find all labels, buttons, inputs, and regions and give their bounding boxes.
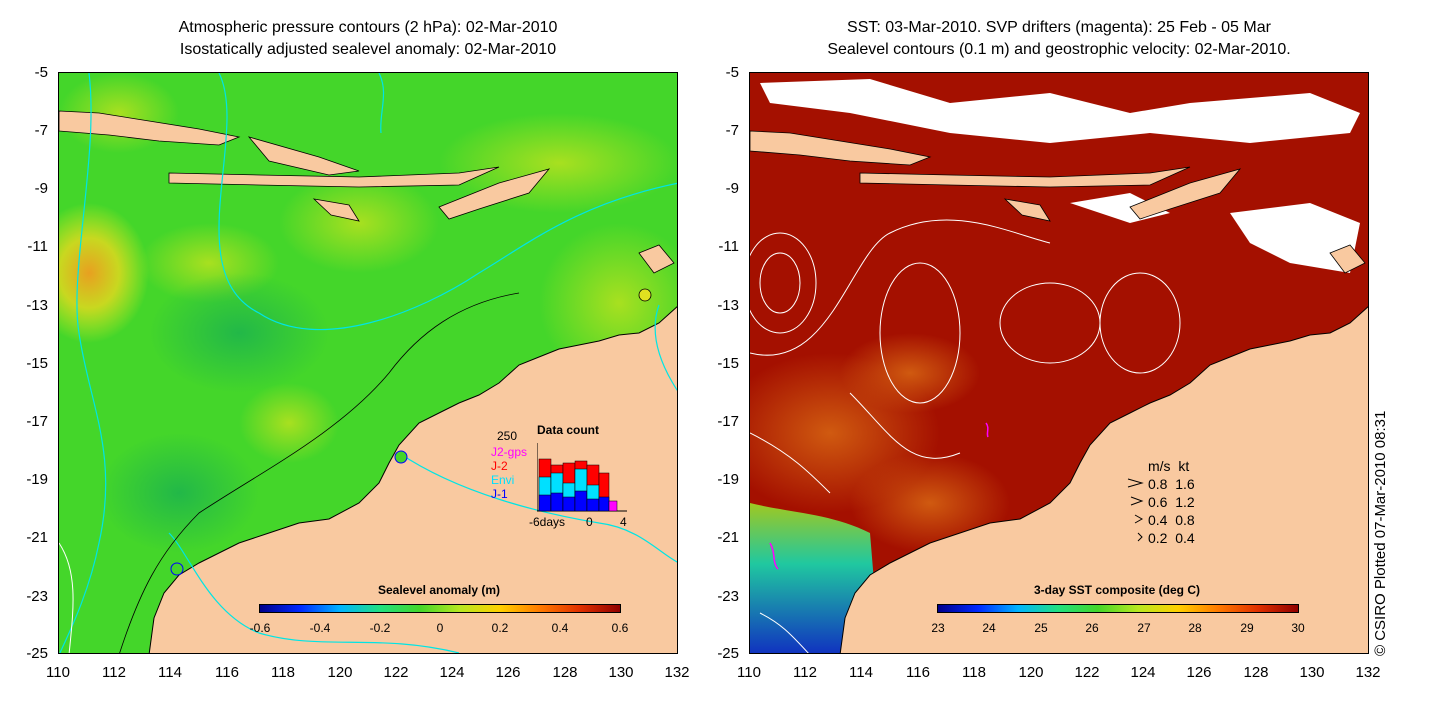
- y-tick-label: -25: [717, 645, 739, 662]
- legend-j2-gps: J2-gps: [491, 445, 528, 459]
- x-tick-label: 114: [849, 664, 873, 681]
- y-tick-label: -21: [26, 529, 48, 546]
- x-tick-label: 114: [158, 664, 182, 681]
- x-tick-label: 116: [906, 664, 930, 681]
- sealevel-colorbar-tick: 0.6: [611, 621, 629, 635]
- velocity-legend-row: 0.8 1.6: [1148, 476, 1195, 492]
- right-title-line2: Sealevel contours (0.1 m) and geostrophi…: [827, 41, 1291, 58]
- y-tick-label: -17: [717, 413, 739, 430]
- data-count-x-end: 4: [620, 515, 627, 529]
- y-tick-label: -19: [717, 471, 739, 488]
- left-title-line2: Isostatically adjusted sealevel anomaly:…: [179, 41, 557, 58]
- y-tick-label: -17: [26, 413, 48, 430]
- x-tick-label: 116: [215, 664, 239, 681]
- sst-colorbar-tick: 24: [982, 621, 996, 635]
- legend-j-1: J-1: [491, 487, 508, 501]
- velocity-legend-row: 0.2 0.4: [1148, 530, 1195, 546]
- left-title-line1: Atmospheric pressure contours (2 hPa): 0…: [178, 19, 558, 36]
- x-tick-label: 130: [608, 664, 634, 681]
- sealevel-colorbar-tick: 0: [436, 621, 444, 635]
- y-tick-label: -9: [725, 180, 739, 197]
- velocity-legend-row: 0.6 1.2: [1148, 494, 1195, 510]
- sealevel-colorbar-tick: 0.4: [551, 621, 569, 635]
- sst-map-graphic: [750, 73, 1368, 653]
- sst-colorbar-tick: 28: [1188, 621, 1202, 635]
- sst-colorbar-tick: 29: [1240, 621, 1254, 635]
- sealevel-colorbar-tick: -0.2: [369, 621, 391, 635]
- x-tick-label: 122: [1074, 664, 1100, 681]
- y-tick-label: -23: [26, 588, 48, 605]
- x-tick-label: 110: [737, 664, 761, 681]
- sst-colorbar-tick: 23: [931, 621, 945, 635]
- sealevel-colorbar: [259, 604, 621, 613]
- x-tick-label: 124: [439, 664, 465, 681]
- data-count-histogram: [537, 443, 627, 512]
- x-tick-label: 126: [1186, 664, 1212, 681]
- data-count-x-start: -6days: [529, 515, 566, 529]
- y-tick-label: -11: [718, 238, 739, 255]
- sealevel-colorbar-tick: -0.4: [309, 621, 331, 635]
- y-tick-label: -23: [717, 588, 739, 605]
- velocity-legend-header: m/s kt: [1148, 458, 1190, 474]
- x-tick-label: 128: [552, 664, 578, 681]
- y-tick-label: -9: [34, 180, 48, 197]
- legend-j-2: J-2: [491, 459, 508, 473]
- sealevel-map-graphic: [59, 73, 677, 653]
- x-tick-label: 130: [1299, 664, 1325, 681]
- data-count-title: Data count: [537, 423, 600, 437]
- x-tick-label: 110: [46, 664, 70, 681]
- x-tick-label: 112: [793, 664, 817, 681]
- data-count-max-label: 250: [497, 429, 518, 443]
- velocity-legend-arrows: [1127, 478, 1144, 542]
- velocity-legend-row: 0.4 0.8: [1148, 512, 1195, 528]
- sealevel-map: Data count 250 J2-gps J-2 Envi J-1 -6day…: [58, 72, 678, 654]
- y-tick-label: -21: [717, 529, 739, 546]
- x-tick-label: 120: [327, 664, 353, 681]
- credit-label: © CSIRO Plotted 07-Mar-2010 08:31: [1372, 410, 1389, 656]
- y-tick-label: -25: [26, 645, 48, 662]
- legend-envi: Envi: [491, 473, 515, 487]
- x-tick-label: 132: [1355, 664, 1381, 681]
- y-tick-label: -5: [725, 64, 739, 81]
- y-tick-label: -13: [717, 297, 739, 314]
- y-tick-label: -13: [26, 297, 48, 314]
- right-title-line1: SST: 03-Mar-2010. SVP drifters (magenta)…: [847, 19, 1271, 36]
- x-tick-label: 118: [271, 664, 295, 681]
- y-tick-label: -19: [26, 471, 48, 488]
- x-tick-label: 126: [495, 664, 521, 681]
- sealevel-colorbar-tick: -0.6: [249, 621, 271, 635]
- x-tick-label: 124: [1130, 664, 1156, 681]
- x-tick-label: 112: [102, 664, 126, 681]
- y-tick-label: -7: [725, 122, 739, 139]
- x-tick-label: 132: [664, 664, 690, 681]
- sst-colorbar-title: 3-day SST composite (deg C): [1033, 583, 1201, 597]
- sst-colorbar-tick: 27: [1137, 621, 1151, 635]
- sealevel-colorbar-title: Sealevel anomaly (m): [377, 583, 501, 597]
- x-tick-label: 120: [1018, 664, 1044, 681]
- x-tick-label: 128: [1243, 664, 1269, 681]
- y-tick-label: -7: [34, 122, 48, 139]
- y-tick-label: -15: [26, 355, 48, 372]
- data-count-x-zero: 0: [586, 515, 593, 529]
- y-tick-label: -15: [717, 355, 739, 372]
- sst-colorbar-tick: 30: [1291, 621, 1305, 635]
- sst-colorbar-tick: 26: [1085, 621, 1099, 635]
- x-tick-label: 122: [383, 664, 409, 681]
- sst-colorbar: [937, 604, 1299, 613]
- y-tick-label: -5: [34, 64, 48, 81]
- y-tick-label: -11: [27, 238, 48, 255]
- x-tick-label: 118: [962, 664, 986, 681]
- sst-map: m/s kt 0.8 1.6 0.6 1.2 0.4 0.8 0.2 0.4 3…: [749, 72, 1369, 654]
- sealevel-colorbar-tick: 0.2: [491, 621, 509, 635]
- sst-colorbar-tick: 25: [1034, 621, 1048, 635]
